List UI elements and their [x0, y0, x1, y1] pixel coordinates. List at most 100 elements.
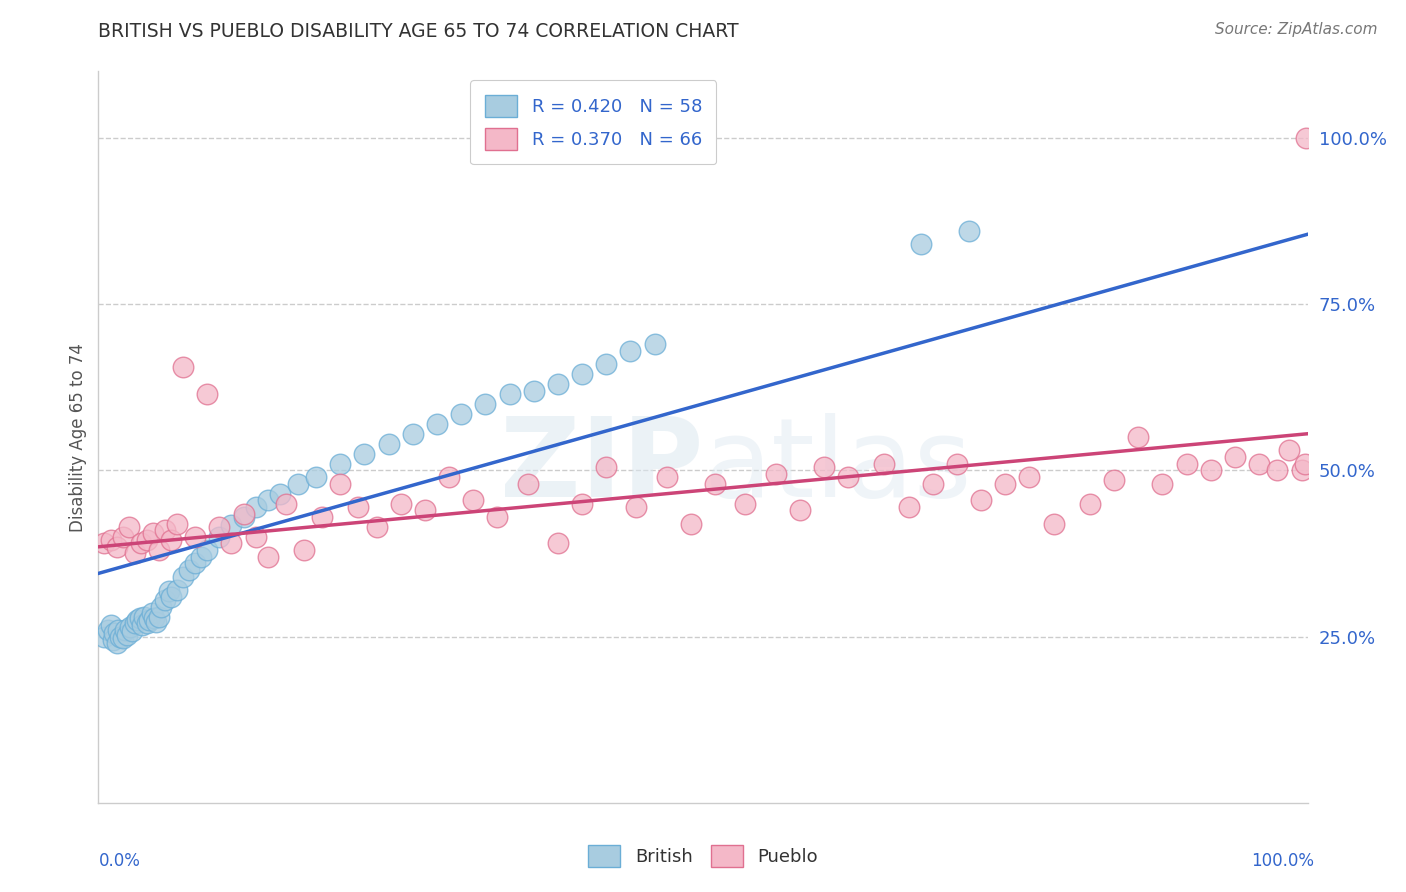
Point [111, 631, 134, 645]
Point [138, 613, 160, 627]
Point [232, 509, 254, 524]
Point [172, 360, 194, 375]
Point [97, 623, 120, 637]
Point [450, 407, 472, 421]
Point [1102, 473, 1125, 487]
Point [626, 500, 648, 514]
Point [994, 476, 1017, 491]
Point [1199, 463, 1222, 477]
Point [897, 500, 920, 514]
Point [105, 636, 128, 650]
Text: ZIP: ZIP [499, 413, 703, 520]
Point [571, 497, 593, 511]
Point [873, 457, 896, 471]
Point [195, 543, 218, 558]
Point [129, 536, 152, 550]
Point [93, 536, 115, 550]
Point [498, 387, 520, 401]
Point [486, 509, 509, 524]
Point [153, 593, 176, 607]
Point [1267, 463, 1289, 477]
Text: 100.0%: 100.0% [1251, 852, 1315, 870]
Point [221, 517, 243, 532]
Point [118, 520, 141, 534]
Text: 0.0%: 0.0% [98, 852, 141, 870]
Point [208, 520, 231, 534]
Point [910, 237, 932, 252]
Point [366, 520, 388, 534]
Point [921, 476, 943, 491]
Point [232, 507, 254, 521]
Point [160, 533, 183, 548]
Point [547, 376, 569, 391]
Point [269, 486, 291, 500]
Point [172, 570, 194, 584]
Point [402, 426, 425, 441]
Point [1175, 457, 1198, 471]
Point [765, 467, 787, 481]
Point [1278, 443, 1301, 458]
Point [114, 623, 136, 637]
Point [353, 447, 375, 461]
Point [148, 543, 170, 558]
Point [329, 457, 352, 471]
Point [153, 523, 176, 537]
Point [135, 616, 157, 631]
Point [789, 503, 811, 517]
Point [111, 530, 134, 544]
Point [274, 497, 297, 511]
Point [329, 476, 352, 491]
Point [946, 457, 969, 471]
Point [190, 549, 212, 564]
Point [101, 632, 124, 647]
Point [208, 530, 231, 544]
Point [1152, 476, 1174, 491]
Point [135, 533, 157, 548]
Point [124, 546, 146, 560]
Point [516, 476, 538, 491]
Point [127, 613, 149, 627]
Point [377, 436, 399, 450]
Point [655, 470, 678, 484]
Point [813, 460, 835, 475]
Point [292, 543, 315, 558]
Point [287, 476, 309, 491]
Point [595, 460, 617, 475]
Point [100, 533, 122, 548]
Point [413, 503, 436, 517]
Point [93, 630, 115, 644]
Point [1042, 516, 1064, 531]
Point [100, 617, 122, 632]
Point [734, 497, 756, 511]
Point [1295, 131, 1317, 145]
Point [179, 563, 201, 577]
Point [128, 611, 150, 625]
Point [245, 530, 267, 544]
Point [437, 470, 460, 484]
Point [105, 540, 128, 554]
Point [644, 337, 666, 351]
Point [166, 582, 188, 597]
Point [474, 397, 496, 411]
Point [1294, 457, 1316, 471]
Legend: British, Pueblo: British, Pueblo [581, 838, 825, 874]
Point [256, 549, 278, 564]
Point [143, 611, 166, 625]
Point [347, 500, 370, 514]
Point [107, 623, 129, 637]
Point [245, 500, 267, 514]
Point [221, 536, 243, 550]
Point [195, 387, 218, 401]
Point [160, 590, 183, 604]
Point [117, 628, 139, 642]
Point [108, 630, 131, 644]
Point [150, 599, 173, 614]
Point [523, 384, 546, 398]
Point [957, 224, 980, 238]
Point [184, 530, 207, 544]
Point [118, 619, 141, 633]
Point [571, 367, 593, 381]
Point [1018, 470, 1040, 484]
Point [311, 509, 333, 524]
Point [124, 616, 146, 631]
